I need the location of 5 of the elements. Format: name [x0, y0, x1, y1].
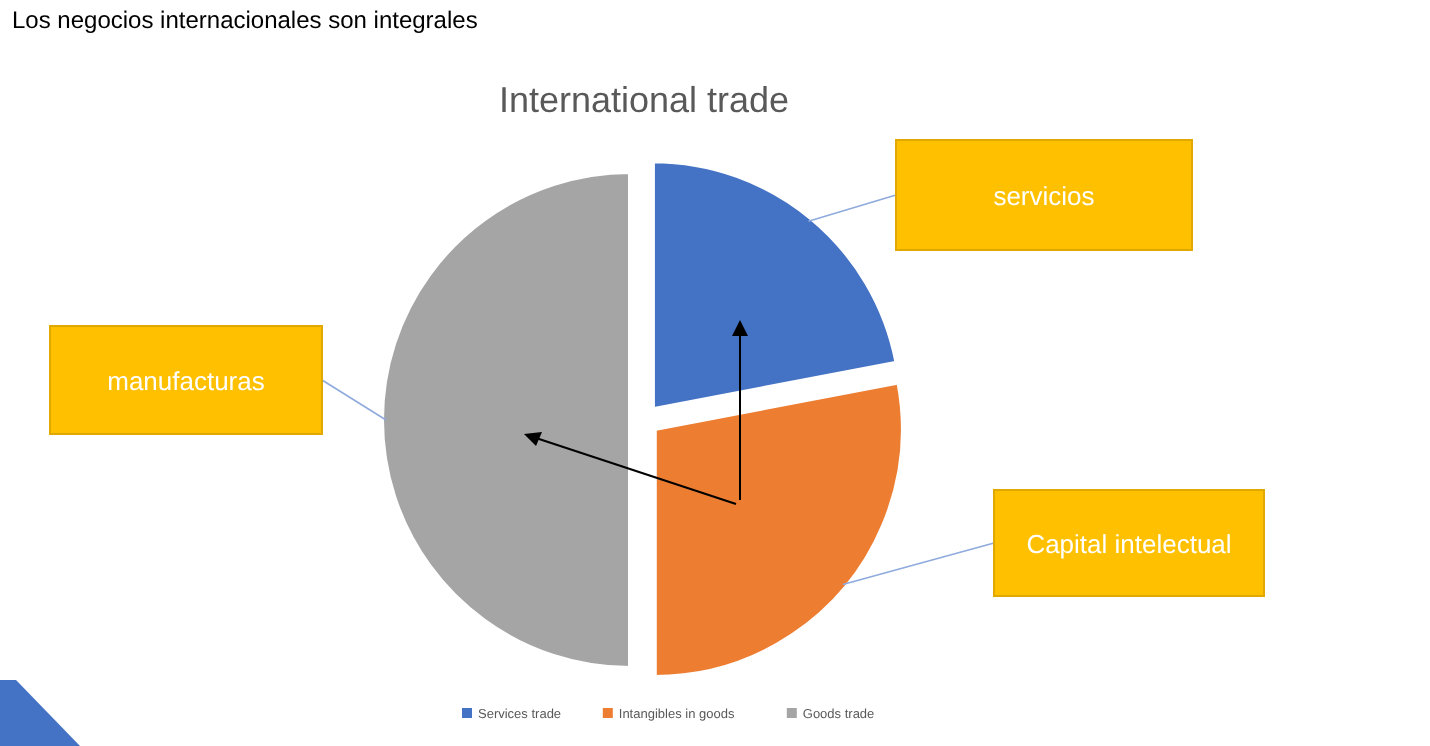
chart-title: Los negocios internacionales son integrales [12, 6, 478, 34]
text: servicios [993, 181, 1096, 211]
chart-subtitle: International trade [498, 80, 790, 120]
text: Capital intelectual [1026, 529, 1232, 559]
text: manufacturas [107, 366, 266, 396]
